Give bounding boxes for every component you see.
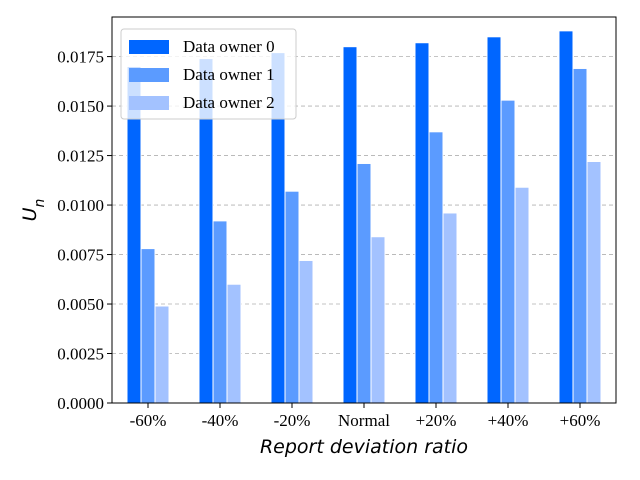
x-axis-ticks: -60% -40% -20% Normal +20% +40% +60%: [130, 403, 601, 430]
x-tick-label: +40%: [488, 411, 529, 430]
y-axis-title: Un: [19, 199, 48, 222]
y-tick-label: 0.0150: [57, 97, 104, 116]
legend-swatch: [129, 68, 169, 82]
bars-group: [126, 30, 602, 404]
bar-series-1: [284, 190, 300, 404]
legend-label: Data owner 2: [183, 93, 275, 112]
bar-series-1: [212, 220, 228, 404]
legend: Data owner 0 Data owner 1 Data owner 2: [120, 28, 297, 120]
bar-series-0: [414, 42, 430, 404]
bar-series-2: [298, 259, 314, 404]
bar-series-2: [514, 186, 530, 404]
bar-series-2: [442, 212, 458, 404]
bar-series-0: [558, 30, 574, 404]
bar-series-2: [586, 161, 602, 404]
bar-series-1: [428, 131, 444, 404]
x-tick-label: Normal: [338, 411, 390, 430]
x-tick-label: -20%: [274, 411, 311, 430]
legend-swatch: [129, 96, 169, 110]
bar-series-0: [342, 46, 358, 404]
bar-series-1: [140, 248, 156, 404]
x-tick-label: -60%: [130, 411, 167, 430]
y-tick-label: 0.0100: [57, 196, 104, 215]
bar-series-2: [370, 236, 386, 404]
bar-series-1: [356, 162, 372, 404]
legend-label: Data owner 1: [183, 65, 275, 84]
y-axis-ticks: 0.0000 0.0025 0.0050 0.0075 0.0100 0.0125 0.01…: [57, 48, 112, 413]
bar-series-0: [486, 36, 502, 404]
y-tick-label: 0.0025: [57, 345, 104, 364]
y-tick-label: 0.0050: [57, 295, 104, 314]
x-tick-label: -40%: [202, 411, 239, 430]
y-tick-label: 0.0000: [57, 394, 104, 413]
legend-label: Data owner 0: [183, 37, 275, 56]
x-axis-title: Report deviation ratio: [260, 436, 468, 458]
bar-series-1: [572, 67, 588, 404]
legend-swatch: [129, 40, 169, 54]
y-tick-label: 0.0075: [57, 246, 104, 265]
bar-series-2: [154, 305, 170, 404]
y-tick-label: 0.0175: [57, 48, 104, 67]
bar-series-2: [226, 283, 242, 404]
y-tick-label: 0.0125: [57, 147, 104, 166]
bar-series-1: [500, 99, 516, 404]
x-tick-label: +60%: [560, 411, 601, 430]
x-tick-label: +20%: [416, 411, 457, 430]
